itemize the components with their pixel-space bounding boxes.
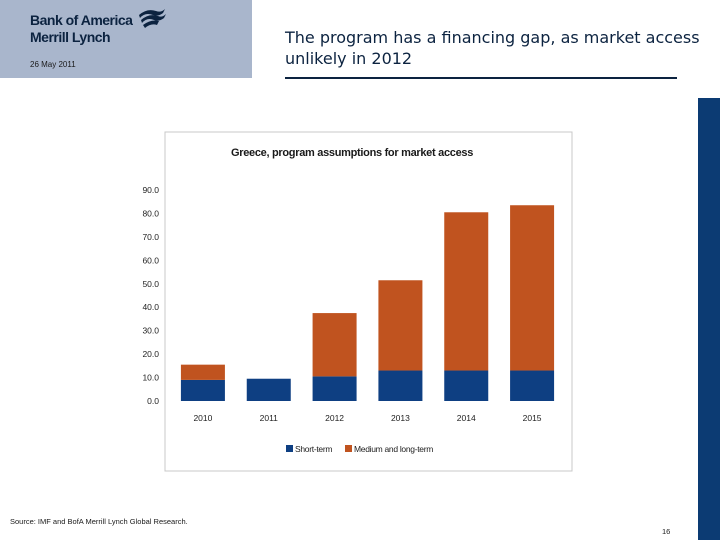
logo-text-line1: Bank of America: [30, 12, 133, 28]
x-tick-label: 2014: [457, 413, 476, 423]
logo-text-line2: Merrill Lynch: [30, 29, 111, 45]
bar-segment: [378, 280, 423, 371]
y-tick-label: 80.0: [142, 208, 159, 218]
chart-title: Greece, program assumptions for market a…: [231, 147, 473, 159]
x-tick-label: 2011: [260, 413, 279, 423]
report-date: 26 May 2011: [30, 60, 76, 69]
slide-title: The program has a financing gap, as mark…: [285, 28, 700, 68]
bar-segment: [444, 212, 489, 371]
legend-label: Short-term: [295, 444, 332, 454]
x-tick-label: 2013: [391, 413, 410, 423]
flag-logo-icon: [139, 9, 166, 28]
right-accent-bar: [698, 98, 720, 540]
bar-segment: [180, 364, 225, 380]
y-tick-label: 0.0: [147, 396, 159, 406]
bar-segment: [444, 370, 489, 401]
header-logo-panel: Bank of America Merrill Lynch 26 May 201…: [0, 0, 252, 78]
bar-segment: [378, 370, 423, 401]
bar-segment: [246, 378, 291, 401]
x-tick-label: 2010: [193, 413, 212, 423]
source-note: Source: IMF and BofA Merrill Lynch Globa…: [10, 517, 188, 526]
legend-swatch: [286, 445, 293, 452]
y-tick-label: 10.0: [142, 373, 159, 383]
bar-segment: [510, 205, 555, 371]
bar-segment: [510, 370, 555, 401]
y-tick-label: 70.0: [142, 232, 159, 242]
legend-swatch: [345, 445, 352, 452]
x-tick-label: 2015: [523, 413, 542, 423]
y-tick-label: 60.0: [142, 255, 159, 265]
y-tick-label: 50.0: [142, 279, 159, 289]
title-underline: [285, 77, 677, 79]
bar-segment: [180, 379, 225, 401]
page-number: 16: [662, 527, 671, 536]
legend-label: Medium and long-term: [354, 444, 433, 454]
y-tick-label: 30.0: [142, 326, 159, 336]
chart-frame: [164, 131, 573, 472]
bar-segment: [312, 313, 357, 377]
x-tick-label: 2012: [325, 413, 344, 423]
y-tick-label: 40.0: [142, 302, 159, 312]
bar-segment: [312, 376, 357, 401]
y-tick-label: 90.0: [142, 185, 159, 195]
y-tick-label: 20.0: [142, 349, 159, 359]
